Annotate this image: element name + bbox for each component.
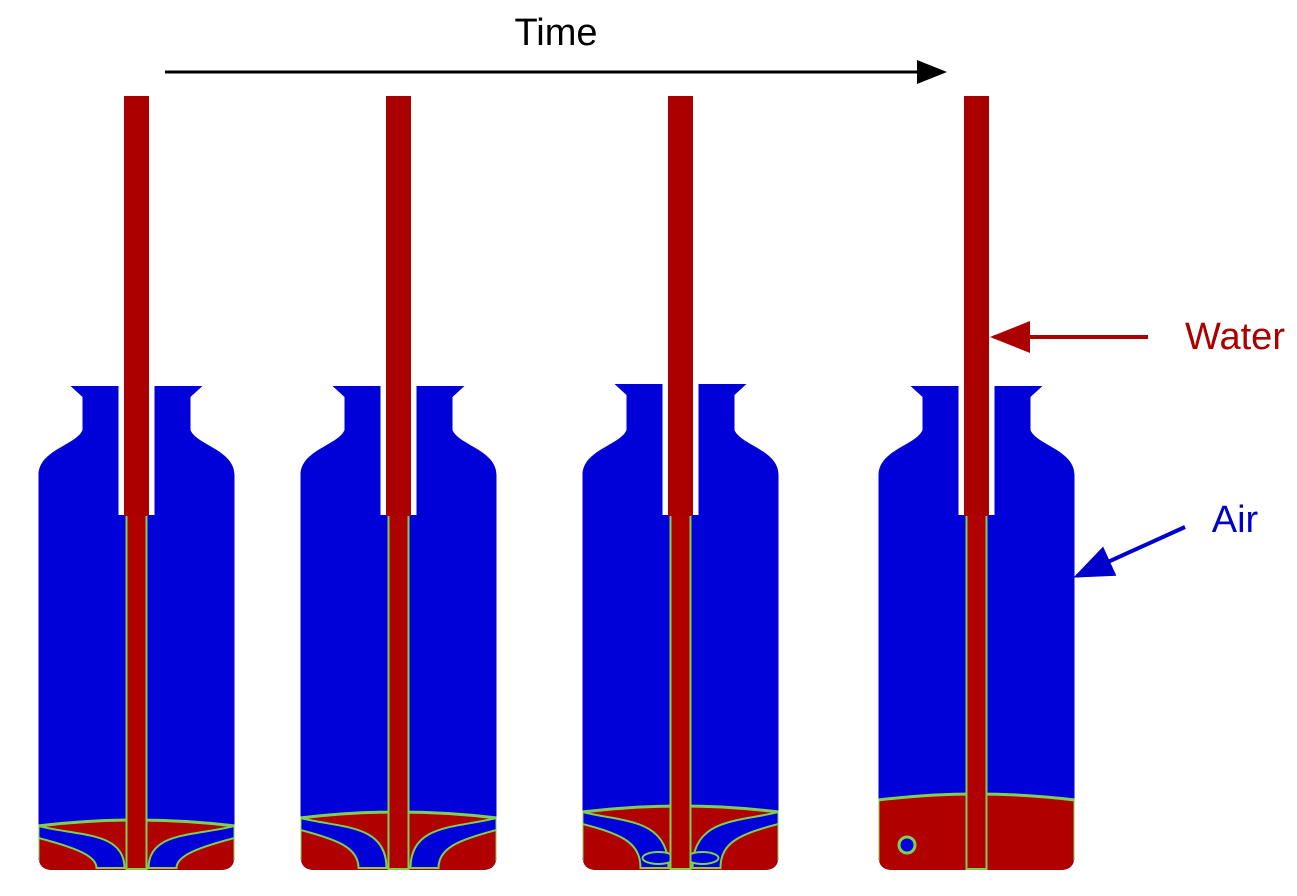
tube [386,96,411,516]
tube [964,96,989,516]
time-label: Time [514,12,597,54]
vial [582,96,779,870]
vial [300,96,497,870]
water-label: Water [1185,316,1285,358]
vials [38,96,1075,870]
vial [38,96,235,870]
bubble [897,835,917,855]
air-label: Air [1212,499,1259,541]
air-pocket [147,824,235,869]
tube-stream [387,514,410,870]
water-layer [38,818,235,870]
tube-stream [669,514,692,870]
tube-stream [965,514,988,870]
tube [668,96,693,516]
tube [124,96,149,516]
air-pocket [300,816,388,869]
air-pocket [409,816,497,869]
air-pocket [38,824,126,869]
vial [878,96,1075,870]
air-arrow [1073,525,1186,578]
tube-stream [125,514,148,870]
